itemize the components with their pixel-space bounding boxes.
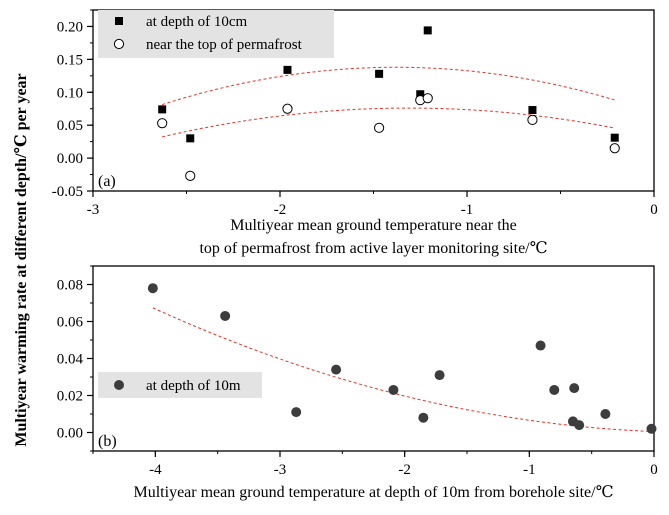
y-tick-label: 0.15 (57, 52, 83, 68)
data-point-circle (609, 143, 620, 154)
x-tick-label: -2 (274, 202, 287, 218)
x-tick-label: -1 (461, 202, 474, 218)
data-point-dot (388, 384, 399, 395)
panel-label: (a) (98, 173, 116, 190)
x-axis-title: Multiyear mean ground temperature at dep… (134, 484, 614, 501)
data-point-dot (535, 340, 546, 351)
fit-curve (152, 307, 655, 433)
data-point-square (158, 105, 167, 114)
y-tick-label: 0.06 (57, 315, 84, 331)
x-tick-label: 0 (650, 202, 658, 218)
data-point-square (528, 106, 537, 115)
data-point-square (416, 90, 425, 99)
legend-label: near the top of permafrost (146, 37, 303, 53)
y-tick-label: 0.20 (57, 19, 83, 35)
x-axis-title: top of permafrost from active layer moni… (199, 240, 547, 257)
x-tick-label: -3 (87, 202, 100, 218)
data-point-square (610, 133, 619, 142)
data-point-dot (646, 423, 657, 434)
data-point-dot (418, 412, 429, 423)
y-tick-label: -0.05 (52, 184, 83, 200)
y-tick-label: 0.00 (57, 426, 83, 442)
data-point-dot (574, 420, 585, 431)
legend-marker-dot (114, 380, 124, 390)
data-point-circle (282, 103, 293, 114)
x-axis-title: Multiyear mean ground temperature near t… (230, 217, 517, 234)
panel-b: -4 -3 -2 -1 0 0.00 0.02 0.04 0.06 0.08 at depth of… (57, 265, 658, 501)
data-point-circle (422, 93, 433, 104)
data-point-dot (147, 283, 158, 294)
legend-marker-square (115, 17, 123, 25)
data-point-dot (549, 384, 560, 395)
data-point-dot (569, 383, 580, 394)
data-point-dot (291, 407, 302, 418)
x-tick-label: -3 (274, 462, 287, 478)
data-point-circle (527, 114, 538, 126)
data-point-square (375, 69, 384, 78)
y-tick-label: 0.00 (57, 151, 83, 167)
data-point-square (423, 26, 432, 35)
x-tick-label: 0 (650, 462, 658, 478)
legend-box (98, 10, 334, 58)
data-point-dot (600, 409, 611, 419)
y-tick-label: 0.04 (57, 352, 84, 368)
y-tick-label: 0.02 (57, 389, 83, 405)
fit-curve (162, 107, 615, 138)
y-tick-label: 0.10 (57, 85, 83, 101)
panel-label: (b) (98, 433, 117, 450)
data-point-square (283, 65, 292, 74)
y-tick-label: 0.05 (57, 118, 83, 134)
data-point-circle (185, 170, 196, 181)
fit-curve (162, 66, 615, 106)
legend-marker-circle (113, 38, 125, 50)
x-tick-label: -1 (523, 462, 536, 478)
legend-label: at depth of 10cm (146, 14, 248, 30)
panel-a: -3 -2 -1 0 -0.05 0.00 0.05 0.10 0.15 0.20 at depth… (52, 9, 658, 257)
data-point-dot (220, 310, 231, 321)
data-point-dot (331, 364, 342, 375)
data-point-dot (434, 370, 445, 381)
data-point-circle (374, 122, 385, 133)
y-axis-title: Multiyear warming rate at different dept… (13, 73, 30, 446)
x-tick-label: -2 (398, 462, 411, 478)
data-point-circle (157, 118, 168, 129)
legend-box (98, 372, 262, 398)
data-point-square (186, 134, 195, 143)
x-tick-label: -4 (149, 462, 162, 478)
y-tick-label: 0.08 (57, 278, 83, 294)
legend-label: at depth of 10m (146, 378, 241, 394)
